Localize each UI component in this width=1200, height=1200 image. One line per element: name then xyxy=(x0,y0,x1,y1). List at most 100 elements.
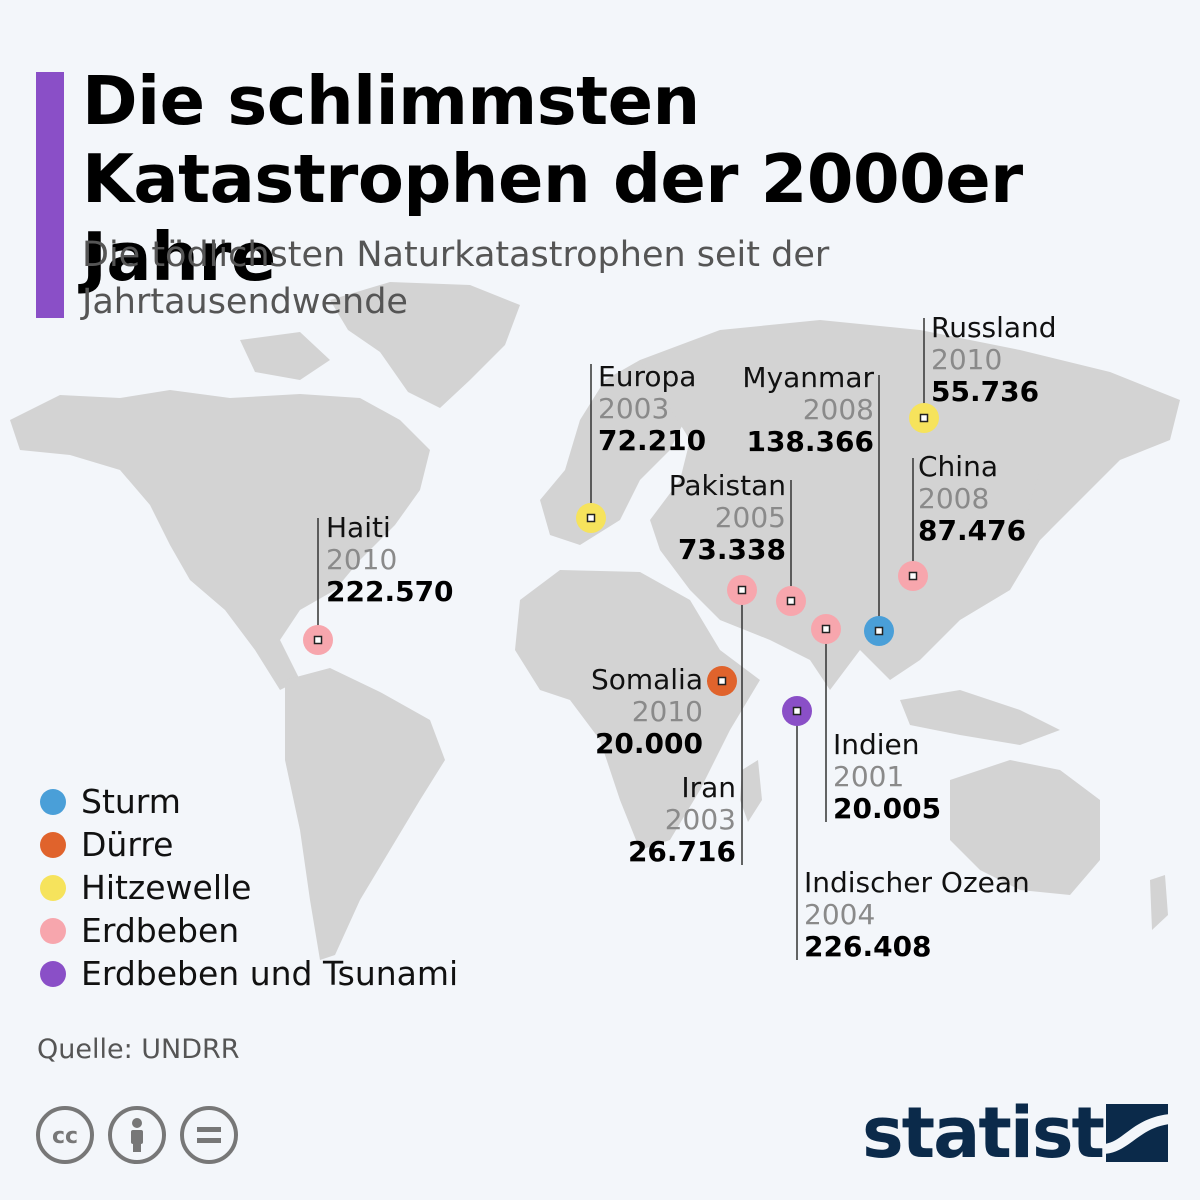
africa-landmass xyxy=(515,570,760,850)
annotation-europa: Europa 2003 72.210 xyxy=(598,361,706,457)
marker-center xyxy=(313,635,323,645)
event-deaths: 222.570 xyxy=(326,575,454,608)
marker-center xyxy=(874,626,884,636)
legend-label: Sturm xyxy=(81,782,181,821)
event-markers xyxy=(303,403,939,726)
page-subtitle: Die tödlichsten Naturkatastrophen seit d… xyxy=(82,235,830,322)
event-year: 2010 xyxy=(631,695,703,728)
heatwave-dot-icon xyxy=(40,874,66,901)
marker-center xyxy=(908,571,918,581)
svg-text:cc: cc xyxy=(52,1124,78,1149)
marker-somalia[interactable] xyxy=(707,666,737,696)
brand-mark-icon xyxy=(1106,1104,1168,1162)
marker-center xyxy=(786,596,796,606)
legend-item-sturm: Sturm xyxy=(40,780,458,823)
event-year: 2008 xyxy=(918,482,990,515)
event-name: Pakistan xyxy=(668,469,786,502)
event-deaths: 20.000 xyxy=(594,727,703,760)
marker-haiti[interactable] xyxy=(303,625,333,655)
event-name: Iran xyxy=(681,771,736,804)
event-year: 2005 xyxy=(714,501,786,534)
brand-wordmark: statista xyxy=(862,1092,1150,1174)
event-year: 2010 xyxy=(326,543,398,576)
event-deaths: 87.476 xyxy=(918,514,1027,547)
event-name: Haiti xyxy=(326,511,391,544)
drought-dot-icon xyxy=(40,831,66,858)
attribution-icon[interactable] xyxy=(108,1106,166,1164)
event-deaths: 73.338 xyxy=(677,533,786,566)
person-icon xyxy=(131,1118,143,1152)
accent-bar xyxy=(36,72,64,318)
annotation-pakistan: Pakistan 2005 73.338 xyxy=(669,470,786,566)
legend-item-erdbeben: Erdbeben xyxy=(40,909,458,952)
storm-dot-icon xyxy=(40,788,66,815)
event-year: 2003 xyxy=(664,803,736,836)
marker-myanmar[interactable] xyxy=(864,616,894,646)
event-name: China xyxy=(918,450,998,483)
equals-icon xyxy=(197,1127,221,1143)
annotation-indischer-ozean: Indischer Ozean 2004 226.408 xyxy=(804,867,1030,963)
event-deaths: 20.005 xyxy=(833,792,942,825)
marker-center xyxy=(919,413,929,423)
marker-center xyxy=(717,676,727,686)
south-america-landmass xyxy=(285,668,445,960)
marker-indischer-ozean[interactable] xyxy=(782,696,812,726)
event-year: 2001 xyxy=(833,760,905,793)
event-year: 2010 xyxy=(931,343,1003,376)
arctic-islands-landmass xyxy=(240,332,330,380)
event-name: Myanmar xyxy=(742,361,874,394)
cc-glyph-icon: cc xyxy=(52,1124,78,1149)
marker-pakistan[interactable] xyxy=(776,586,806,616)
marker-iran[interactable] xyxy=(727,575,757,605)
annotation-somalia: Somalia 2010 20.000 xyxy=(591,664,703,760)
annotation-iran: Iran 2003 26.716 xyxy=(628,772,736,868)
source-note: Quelle: UNDRR xyxy=(37,1034,240,1065)
marker-center xyxy=(792,706,802,716)
marker-center xyxy=(586,513,596,523)
statista-logo[interactable]: statista xyxy=(862,1096,1168,1170)
event-deaths: 72.210 xyxy=(598,424,707,457)
legend-label: Hitzewelle xyxy=(81,868,252,907)
event-deaths: 138.366 xyxy=(746,425,874,458)
annotation-china: China 2008 87.476 xyxy=(918,451,1026,547)
legend-label: Erdbeben und Tsunami xyxy=(81,954,459,993)
marker-center xyxy=(737,585,747,595)
marker-indien[interactable] xyxy=(811,614,841,644)
legend-item-erdbeben-tsunami: Erdbeben und Tsunami xyxy=(40,952,458,995)
cc-icon[interactable]: cc xyxy=(36,1106,94,1164)
legend: Sturm Dürre Hitzewelle Erdbeben Erdbeben… xyxy=(40,780,458,995)
event-deaths: 26.716 xyxy=(627,835,736,868)
event-name: Europa xyxy=(598,360,697,393)
event-deaths: 226.408 xyxy=(804,930,932,963)
event-year: 2004 xyxy=(804,898,876,931)
event-name: Indien xyxy=(833,728,920,761)
event-name: Russland xyxy=(931,311,1057,344)
annotation-haiti: Haiti 2010 222.570 xyxy=(326,512,454,608)
no-derivatives-icon[interactable] xyxy=(180,1106,238,1164)
legend-label: Erdbeben xyxy=(81,911,240,950)
annotation-myanmar: Myanmar 2008 138.366 xyxy=(742,362,874,458)
earthquake-dot-icon xyxy=(40,917,66,944)
asia-landmass xyxy=(640,320,1180,690)
landmass-group xyxy=(10,282,1180,960)
event-deaths: 55.736 xyxy=(931,375,1040,408)
marker-europa[interactable] xyxy=(576,503,606,533)
page-title: Die schlimmsten Katastrophen der 2000er … xyxy=(82,62,1023,296)
event-year: 2008 xyxy=(802,393,874,426)
annotation-russland: Russland 2010 55.736 xyxy=(931,312,1057,408)
legend-item-hitzewelle: Hitzewelle xyxy=(40,866,458,909)
event-year: 2003 xyxy=(598,392,670,425)
marker-russland[interactable] xyxy=(909,403,939,433)
legend-label: Dürre xyxy=(81,825,174,864)
europe-landmass xyxy=(540,360,690,545)
marker-center xyxy=(821,624,831,634)
southeast-asia-islands-landmass xyxy=(900,690,1060,745)
japan-landmass xyxy=(1025,470,1060,550)
madagascar-landmass xyxy=(740,760,762,822)
australia-landmass xyxy=(950,760,1100,895)
marker-china[interactable] xyxy=(898,561,928,591)
legend-item-duerre: Dürre xyxy=(40,823,458,866)
event-name: Indischer Ozean xyxy=(804,866,1030,899)
event-name: Somalia xyxy=(590,663,703,696)
